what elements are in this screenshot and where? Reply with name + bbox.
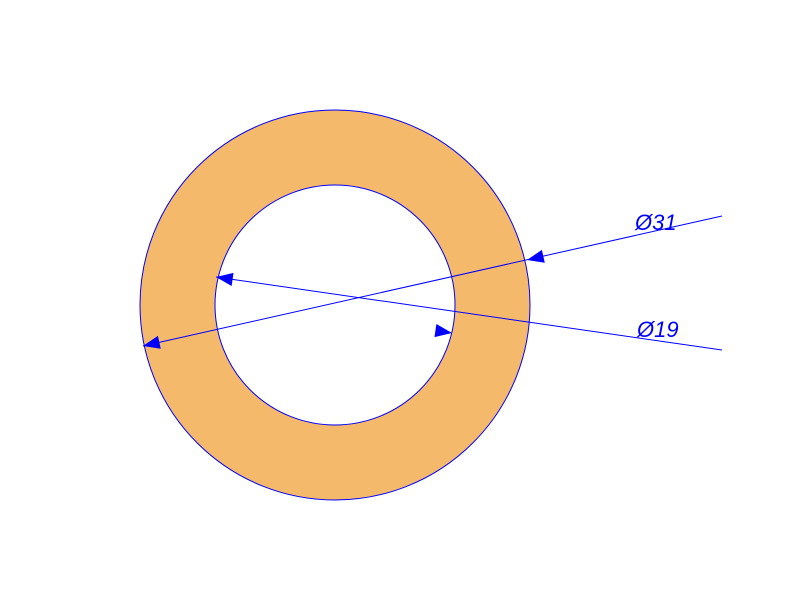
ring-shape [140, 110, 530, 500]
outer-diameter-label: Ø31 [634, 210, 677, 235]
inner-diameter-label: Ø19 [636, 317, 679, 342]
diagram-canvas: Ø31 Ø19 [0, 0, 800, 600]
